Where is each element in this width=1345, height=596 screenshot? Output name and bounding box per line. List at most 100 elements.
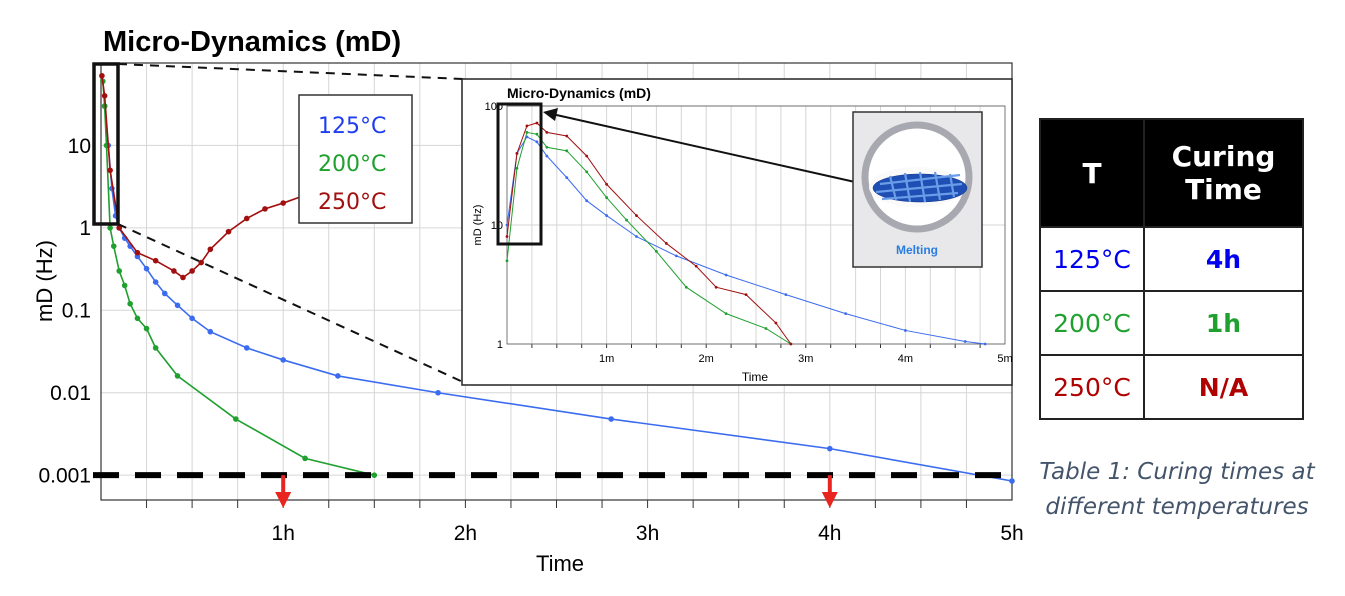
y-tick-label: 10 [68, 135, 91, 158]
x-tick-label: 5m [997, 353, 1012, 365]
data-point [505, 223, 509, 227]
data-point [565, 134, 569, 138]
table-header-curing-time: Curing Time [1143, 118, 1304, 228]
cure-time-arrow-head [821, 492, 838, 508]
data-point [525, 131, 529, 134]
data-point [116, 268, 123, 274]
data-point [545, 131, 549, 134]
data-point [535, 121, 539, 125]
data-point [152, 345, 159, 351]
data-point [774, 321, 778, 325]
zoom-connector-bottom [117, 223, 464, 383]
series-line [506, 136, 986, 345]
data-point [134, 249, 141, 256]
y-tick-label: 0.001 [38, 465, 91, 488]
data-point [302, 455, 308, 462]
data-point [134, 315, 141, 322]
data-point [371, 472, 378, 478]
main-tick-labels: 0.001 0.01 0.1 1 10 1h 2h 3h 4h 5h [38, 135, 1023, 545]
data-point [844, 312, 848, 316]
data-point [789, 342, 793, 346]
data-point [744, 293, 748, 297]
data-point [189, 268, 195, 274]
data-point [625, 218, 628, 222]
data-point [180, 274, 186, 281]
data-point [243, 345, 250, 351]
x-tick-label: 5h [1000, 522, 1023, 545]
data-point [198, 259, 205, 266]
table-row: 125°C 4h [1039, 226, 1304, 292]
series-line [506, 131, 792, 345]
data-point [233, 416, 239, 422]
data-point [784, 293, 788, 297]
data-point [608, 416, 614, 422]
legend-box [298, 94, 413, 224]
inset-zoom-box [496, 102, 543, 246]
data-point [505, 235, 509, 238]
inset-y-axis-label: mD (Hz) [472, 205, 484, 246]
table-header-t: T [1039, 118, 1145, 228]
data-point [505, 259, 509, 263]
data-point [827, 445, 833, 452]
data-point [963, 340, 967, 343]
data-point [904, 329, 907, 332]
table-cell-time: 1h [1143, 290, 1304, 356]
data-point [635, 235, 638, 238]
table-row: 200°C 1h [1039, 290, 1304, 356]
data-point [152, 279, 159, 285]
data-point [655, 250, 658, 253]
data-point [143, 325, 150, 332]
table-caption: Table 1: Curing times at different tempe… [1039, 459, 1315, 520]
data-point [99, 72, 105, 79]
melting-label: Melting [896, 243, 938, 257]
data-point [605, 196, 608, 199]
data-point [121, 282, 128, 289]
data-point [565, 176, 569, 180]
data-point [635, 214, 638, 217]
data-point [207, 246, 214, 253]
legend-entry: 200°C [318, 152, 386, 177]
inset-series-group [505, 121, 987, 346]
data-point [161, 290, 168, 297]
x-tick-label: 1h [272, 522, 295, 545]
table-cell-temp: 125°C [1039, 226, 1145, 292]
cure-time-arrow-head [275, 492, 292, 508]
data-point [535, 132, 539, 136]
table-cell-temp: 250°C [1039, 354, 1145, 420]
main-x-axis-label: Time [536, 551, 584, 576]
data-point [605, 182, 608, 186]
data-point [724, 312, 728, 316]
zoom-region-box [92, 62, 120, 226]
data-point [110, 243, 117, 249]
inset-arrow-head [543, 108, 558, 121]
data-point [545, 154, 549, 158]
x-tick-label: 2m [699, 353, 714, 365]
data-point [207, 328, 214, 335]
y-tick-label: 1 [79, 217, 91, 240]
data-point [107, 225, 113, 231]
x-tick-label: 3h [636, 522, 659, 545]
data-point [565, 149, 569, 153]
data-point [189, 315, 195, 322]
melting-sample-image: Melting [852, 111, 983, 268]
data-point [664, 242, 668, 245]
table-cell-time: N/A [1143, 354, 1304, 420]
data-point [764, 327, 768, 330]
data-point [585, 154, 589, 158]
table-cell-time: 4h [1143, 226, 1304, 292]
data-point [116, 225, 123, 231]
x-tick-label: 3m [798, 353, 813, 365]
data-point [515, 166, 519, 170]
data-point [174, 373, 181, 379]
data-point [535, 140, 539, 144]
legend-entry: 125°C [318, 114, 386, 139]
data-point [107, 167, 113, 174]
zoom-connector-top [117, 63, 464, 80]
data-point [280, 357, 287, 363]
data-point [262, 206, 268, 212]
data-point [545, 145, 549, 149]
data-point [585, 170, 589, 174]
data-point [243, 215, 250, 222]
data-point [435, 389, 441, 396]
